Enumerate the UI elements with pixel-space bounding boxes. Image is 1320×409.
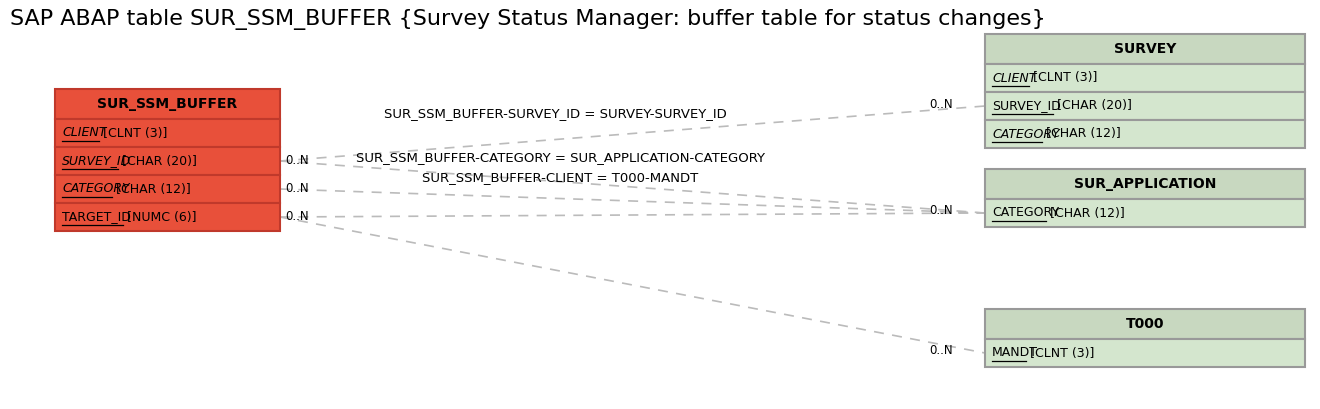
Text: SUR_APPLICATION: SUR_APPLICATION xyxy=(1073,177,1216,191)
Text: [NUMC (6)]: [NUMC (6)] xyxy=(123,211,197,223)
Text: T000: T000 xyxy=(1126,317,1164,331)
Text: [CHAR (12)]: [CHAR (12)] xyxy=(112,182,190,196)
Text: 0..N: 0..N xyxy=(285,209,309,222)
Bar xyxy=(55,147,280,175)
Text: SUR_SSM_BUFFER: SUR_SSM_BUFFER xyxy=(98,97,238,111)
Bar xyxy=(985,309,1305,339)
Text: [CHAR (20)]: [CHAR (20)] xyxy=(1053,99,1133,112)
Text: [CLNT (3)]: [CLNT (3)] xyxy=(1026,346,1094,360)
Bar xyxy=(55,119,280,147)
Text: [CLNT (3)]: [CLNT (3)] xyxy=(1030,72,1097,85)
Text: 0..N: 0..N xyxy=(285,153,309,166)
Text: [CHAR (20)]: [CHAR (20)] xyxy=(117,155,197,168)
Text: [CHAR (12)]: [CHAR (12)] xyxy=(1041,128,1121,141)
Text: SUR_SSM_BUFFER-CLIENT = T000-MANDT: SUR_SSM_BUFFER-CLIENT = T000-MANDT xyxy=(422,171,698,184)
Bar xyxy=(55,203,280,231)
Text: TARGET_ID: TARGET_ID xyxy=(62,211,131,223)
Text: 0..N: 0..N xyxy=(285,182,309,195)
Bar xyxy=(985,64,1305,92)
Text: SAP ABAP table SUR_SSM_BUFFER {Survey Status Manager: buffer table for status ch: SAP ABAP table SUR_SSM_BUFFER {Survey St… xyxy=(11,9,1045,30)
Text: SURVEY_ID: SURVEY_ID xyxy=(62,155,131,168)
Text: CATEGORY: CATEGORY xyxy=(993,128,1060,141)
Bar xyxy=(55,89,280,119)
Text: SUR_SSM_BUFFER-SURVEY_ID = SURVEY-SURVEY_ID: SUR_SSM_BUFFER-SURVEY_ID = SURVEY-SURVEY… xyxy=(384,108,726,121)
Bar xyxy=(985,339,1305,367)
Text: [CLNT (3)]: [CLNT (3)] xyxy=(99,126,168,139)
Text: 0..N: 0..N xyxy=(929,344,953,357)
Text: CATEGORY: CATEGORY xyxy=(993,207,1059,220)
Bar xyxy=(985,120,1305,148)
Bar xyxy=(55,175,280,203)
Text: [CHAR (12)]: [CHAR (12)] xyxy=(1047,207,1125,220)
Text: CLIENT: CLIENT xyxy=(993,72,1036,85)
Text: CATEGORY: CATEGORY xyxy=(62,182,129,196)
Bar xyxy=(985,169,1305,199)
Bar xyxy=(985,92,1305,120)
Text: SUR_SSM_BUFFER-CATEGORY = SUR_APPLICATION-CATEGORY: SUR_SSM_BUFFER-CATEGORY = SUR_APPLICATIO… xyxy=(355,151,764,164)
Text: MANDT: MANDT xyxy=(993,346,1038,360)
Text: 0..N: 0..N xyxy=(929,97,953,110)
Text: SURVEY_ID: SURVEY_ID xyxy=(993,99,1061,112)
Text: SURVEY: SURVEY xyxy=(1114,42,1176,56)
Bar xyxy=(985,199,1305,227)
Text: CLIENT: CLIENT xyxy=(62,126,107,139)
Text: 0..N: 0..N xyxy=(929,204,953,218)
Bar xyxy=(985,34,1305,64)
